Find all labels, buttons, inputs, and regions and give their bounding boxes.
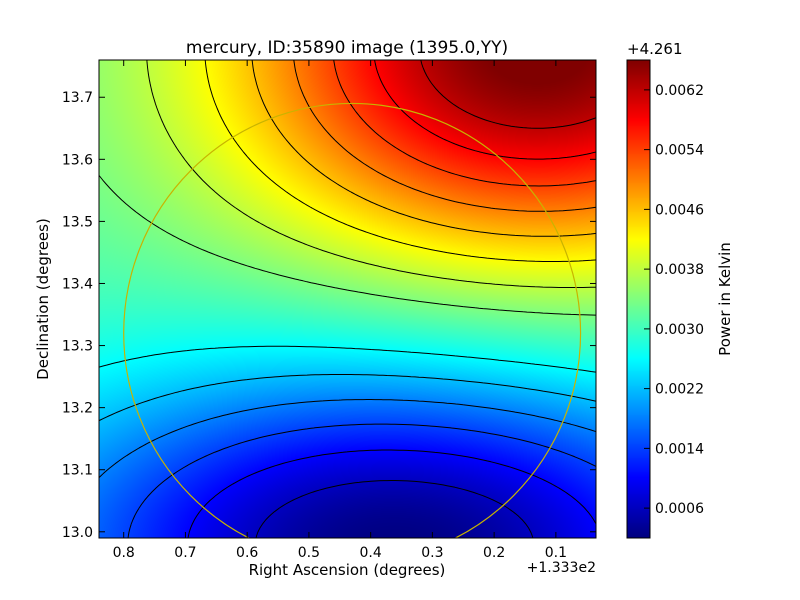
- colorbar-tick-label: 0.0014: [655, 441, 704, 457]
- colorbar-ticks: 0.0006 0.0014 0.0022 0.0030 0.0038 0.0046 0.00…: [644, 83, 704, 517]
- contour-line: [255, 480, 534, 538]
- x-tick-label: 0.6: [236, 545, 258, 561]
- x-tick-label: 0.8: [113, 545, 135, 561]
- y-tick-label: 13.2: [62, 401, 93, 417]
- contour-line: [127, 423, 596, 538]
- colorbar-offset-label: +4.261: [627, 40, 683, 58]
- contour-line: [99, 399, 596, 478]
- x-tick-label: 0.5: [298, 545, 320, 561]
- colorbar-tick-label: 0.0030: [655, 322, 704, 338]
- y-axis-label: Declination (degrees): [34, 218, 52, 380]
- x-axis-ticks: 0.8 0.7 0.6 0.5 0.4 0.3 0.2 0.1: [113, 60, 567, 561]
- colorbar-tick-label: 0.0062: [655, 83, 704, 99]
- x-tick-label: 0.3: [421, 545, 443, 561]
- contour-line: [420, 60, 596, 129]
- colorbar: 0.0006 0.0014 0.0022 0.0030 0.0038 0.0046 0.00…: [626, 40, 734, 539]
- colorbar-tick-label: 0.0054: [655, 143, 704, 159]
- y-tick-label: 13.3: [62, 339, 93, 355]
- y-axis-ticks: 13.0 13.1 13.2 13.3 13.4 13.5 13.6 13.7: [62, 90, 596, 541]
- x-tick-label: 0.2: [483, 545, 505, 561]
- x-axis-label: Right Ascension (degrees): [249, 561, 446, 579]
- beam-circle: [123, 102, 582, 538]
- plot-area: 0.8 0.7 0.6 0.5 0.4 0.3 0.2 0.1 13.013.113.213.…: [62, 59, 597, 561]
- contour-line: [99, 374, 596, 422]
- contour-line: [251, 60, 596, 237]
- contour-line: [146, 60, 596, 288]
- heatmap: [99, 60, 596, 538]
- plot-frame: [98, 59, 597, 539]
- x-tick-label: 0.4: [360, 545, 382, 561]
- x-tick-label: 0.7: [174, 545, 196, 561]
- colorbar-tick-label: 0.0022: [655, 382, 704, 398]
- y-tick-label: 13.0: [62, 525, 93, 541]
- contour-line: [99, 345, 596, 373]
- y-tick-label: 13.1: [62, 463, 93, 479]
- y-tick-label: 13.4: [62, 276, 93, 292]
- y-tick-label: 13.5: [62, 214, 93, 230]
- contour-line: [187, 449, 596, 538]
- chart-title: mercury, ID:35890 image (1395.0,YY): [186, 38, 508, 58]
- y-tick-label: 13.7: [62, 90, 93, 106]
- y-tick-label: 13.6: [62, 152, 93, 168]
- contour-line: [204, 60, 596, 262]
- colorbar-tick-label: 0.0046: [655, 202, 704, 218]
- colorbar-frame: [626, 59, 651, 539]
- x-offset-label: +1.333e2: [527, 560, 596, 576]
- colorbar-tick-label: 0.0038: [655, 262, 704, 278]
- colorbar-tick-label: 0.0006: [655, 501, 704, 517]
- colorbar-label: Power in Kelvin: [716, 242, 734, 356]
- contour-line: [293, 60, 596, 212]
- x-tick-label: 0.1: [545, 545, 567, 561]
- colorbar-gradient: [627, 60, 650, 538]
- contour-line: [333, 60, 596, 187]
